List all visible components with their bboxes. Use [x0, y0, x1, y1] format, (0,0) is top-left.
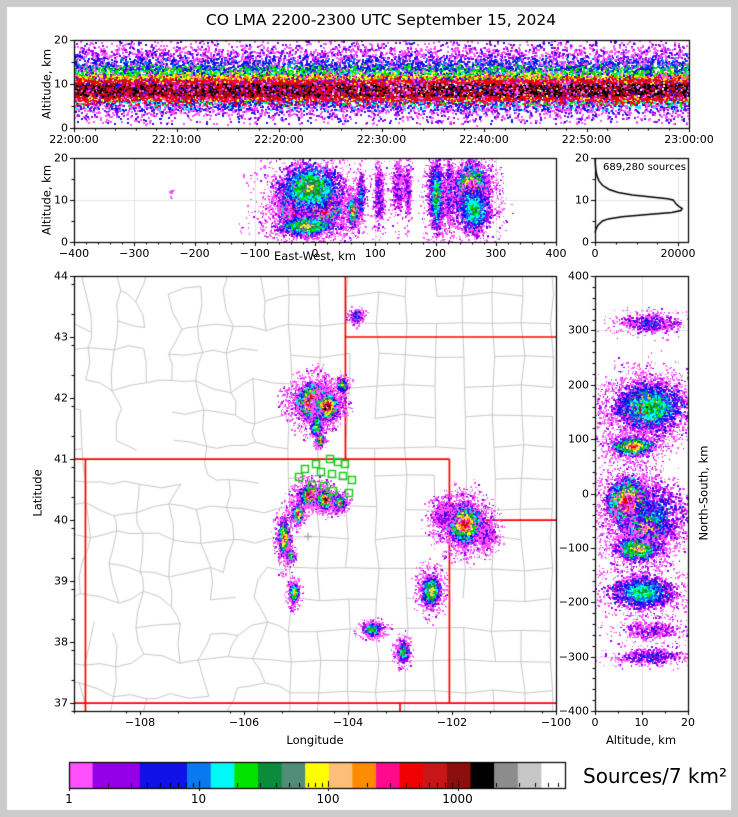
tick-label: 200	[568, 378, 589, 392]
tick-label: 400	[545, 247, 567, 260]
tick-label: 10	[54, 193, 68, 207]
tick-label: 38	[54, 635, 68, 649]
tick-label: 0	[61, 235, 68, 249]
tick-label: 43	[54, 330, 68, 344]
tick-label: 20	[575, 151, 589, 165]
tick-label: −100	[558, 541, 589, 555]
tick-label: 22:20:00	[254, 133, 304, 146]
tick-label: 0	[582, 487, 589, 500]
tick-label: 41	[54, 452, 68, 466]
page-title: CO LMA 2200-2300 UTC September 15, 2024	[205, 11, 557, 29]
tick-label: 0	[591, 716, 599, 729]
tick-label: 22:40:00	[459, 133, 509, 146]
tick-label: 0	[591, 247, 599, 260]
colorbar-tick-label: 1	[65, 792, 73, 806]
tick-label: 0	[582, 235, 589, 249]
tick-label: 22:00:00	[49, 133, 99, 146]
tick-label: 0	[61, 121, 68, 135]
tick-label: 10	[575, 193, 589, 207]
tick-label: −400	[58, 247, 90, 260]
tick-label: 20	[54, 33, 68, 47]
map-xlabel: Longitude	[286, 733, 344, 747]
tick-label: 37	[54, 696, 68, 710]
tick-label: −106	[228, 716, 260, 729]
ns-panel-ylabel: North-South, km	[696, 445, 711, 541]
tick-label: 10	[634, 716, 649, 729]
tick-label: −102	[436, 716, 468, 729]
tick-label: 40	[54, 513, 68, 527]
tick-label: 22:30:00	[356, 133, 407, 146]
colorbar-tick-label: 100	[316, 792, 340, 806]
tick-label: −200	[558, 595, 589, 609]
tick-label: −200	[179, 247, 210, 260]
tick-label: 20	[681, 716, 695, 729]
source-count-annotation: 689,280 sources	[603, 162, 686, 173]
tick-label: 100	[568, 432, 589, 446]
colorbar-tick-label: 1000	[442, 792, 473, 806]
tick-label: 20000	[660, 247, 696, 260]
tick-label: 0	[311, 247, 319, 260]
tick-label: −100	[540, 716, 572, 729]
ns-panel-xlabel: Altitude, km	[605, 733, 677, 747]
tick-label: −400	[558, 704, 589, 718]
tick-label: 400	[568, 269, 589, 283]
tick-label: 100	[364, 247, 386, 260]
ew-panel-ylabel: Altitude, km	[39, 164, 54, 236]
tick-label: −104	[332, 716, 364, 729]
tick-label: 44	[54, 269, 68, 283]
tick-label: −300	[558, 650, 589, 664]
tick-label: 22:50:00	[561, 133, 612, 146]
tick-label: 20	[54, 151, 68, 165]
time-panel-ylabel: Altitude, km	[39, 48, 54, 120]
tick-label: 300	[485, 247, 507, 260]
tick-label: 42	[54, 391, 68, 405]
colorbar-label: Sources/7 km²	[583, 764, 728, 788]
tick-label: 22:10:00	[151, 133, 202, 146]
tick-label: −300	[119, 247, 150, 260]
tick-label: 200	[425, 247, 446, 260]
ew-panel-xlabel: East-West, km	[274, 249, 356, 263]
tick-label: −100	[239, 247, 270, 260]
tick-label: −108	[124, 716, 156, 729]
tick-label: 300	[568, 323, 589, 337]
tick-label: 39	[54, 574, 68, 588]
colorbar-tick-label: 10	[190, 792, 207, 806]
tick-label: 10	[54, 77, 68, 91]
map-ylabel: Latitude	[30, 469, 45, 517]
tick-label: 23:00:00	[664, 133, 714, 146]
